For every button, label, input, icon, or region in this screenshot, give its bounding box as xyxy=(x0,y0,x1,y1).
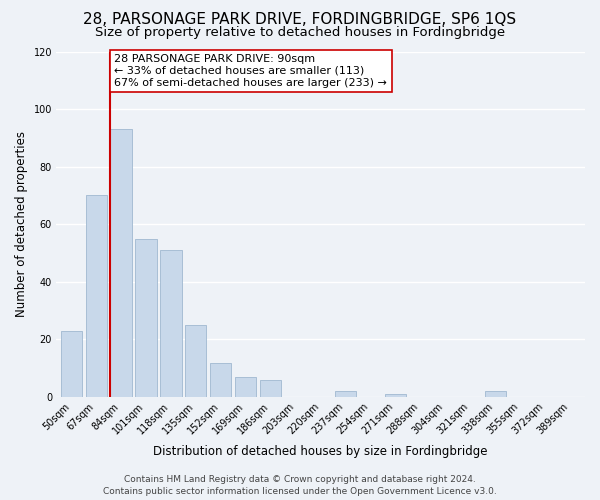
Bar xyxy=(61,331,82,397)
Bar xyxy=(335,392,356,397)
Bar xyxy=(185,325,206,397)
Bar xyxy=(235,377,256,397)
Bar xyxy=(210,362,232,397)
Bar xyxy=(160,250,182,397)
Text: 28, PARSONAGE PARK DRIVE, FORDINGBRIDGE, SP6 1QS: 28, PARSONAGE PARK DRIVE, FORDINGBRIDGE,… xyxy=(83,12,517,28)
Bar xyxy=(485,392,506,397)
Bar xyxy=(110,130,131,397)
Text: Contains HM Land Registry data © Crown copyright and database right 2024.
Contai: Contains HM Land Registry data © Crown c… xyxy=(103,474,497,496)
Bar xyxy=(385,394,406,397)
Bar xyxy=(260,380,281,397)
X-axis label: Distribution of detached houses by size in Fordingbridge: Distribution of detached houses by size … xyxy=(154,444,488,458)
Y-axis label: Number of detached properties: Number of detached properties xyxy=(15,132,28,318)
Bar xyxy=(136,238,157,397)
Text: Size of property relative to detached houses in Fordingbridge: Size of property relative to detached ho… xyxy=(95,26,505,39)
Bar xyxy=(86,196,107,397)
Text: 28 PARSONAGE PARK DRIVE: 90sqm
← 33% of detached houses are smaller (113)
67% of: 28 PARSONAGE PARK DRIVE: 90sqm ← 33% of … xyxy=(114,54,387,88)
